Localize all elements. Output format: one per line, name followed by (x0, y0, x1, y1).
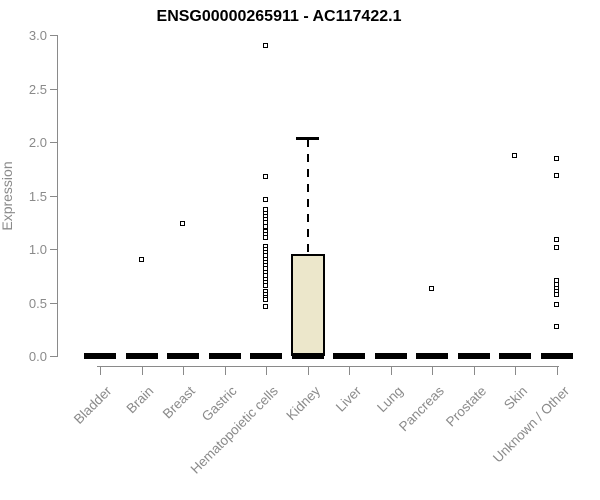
y-tick (50, 35, 57, 36)
median-liver (333, 353, 365, 359)
outlier-point (429, 286, 434, 291)
y-tick-label: 3.0 (28, 28, 47, 43)
outlier-point (263, 197, 268, 202)
outlier-point (263, 297, 268, 302)
x-tick-label-bladder: Bladder (71, 383, 115, 427)
outlier-point (554, 292, 559, 297)
x-tick (225, 367, 226, 375)
x-axis-line (97, 366, 559, 367)
x-tick (474, 367, 475, 375)
outlier-point (554, 302, 559, 307)
box-kidney (291, 254, 325, 356)
x-tick (183, 367, 184, 375)
median-skin (499, 353, 531, 359)
median-hematopoietic-cells (250, 353, 282, 359)
outlier-point (554, 324, 559, 329)
outlier-point (554, 173, 559, 178)
y-tick-label: 1.5 (28, 189, 47, 204)
x-tick (432, 367, 433, 375)
y-tick-label: 2.0 (28, 135, 47, 150)
median-breast (167, 353, 199, 359)
median-prostate (458, 353, 490, 359)
y-tick-label: 0.0 (28, 349, 47, 364)
x-tick-label-lung: Lung (374, 383, 406, 416)
y-tick (50, 303, 57, 304)
x-tick (557, 367, 558, 375)
x-tick-label-unknown-other: Unknown / Other (489, 383, 572, 466)
outlier-point (263, 304, 268, 309)
outlier-point (263, 174, 268, 179)
y-tick (50, 142, 57, 143)
outlier-point (554, 156, 559, 161)
chart-title: ENSG00000265911 - AC117422.1 (156, 8, 402, 25)
whisker-kidney (307, 139, 309, 255)
outlier-point (554, 245, 559, 250)
x-tick-label-kidney: Kidney (283, 383, 323, 424)
y-tick (50, 196, 57, 197)
y-tick (50, 249, 57, 250)
outlier-point (512, 153, 517, 158)
x-tick-label-liver: Liver (332, 383, 364, 415)
median-lung (375, 353, 407, 359)
median-bladder (84, 353, 116, 359)
y-tick (50, 356, 57, 357)
x-tick (515, 367, 516, 375)
outlier-point (180, 221, 185, 226)
median-kidney (292, 353, 324, 359)
outlier-point (263, 43, 268, 48)
whisker-cap-kidney (296, 137, 319, 140)
y-axis-line (57, 35, 58, 357)
median-unknown-other (541, 353, 573, 359)
median-gastric (209, 353, 241, 359)
x-tick (349, 367, 350, 375)
outlier-point (139, 257, 144, 262)
x-tick (100, 367, 101, 375)
y-tick-label: 1.0 (28, 242, 47, 257)
x-tick-label-brain: Brain (124, 383, 157, 417)
outlier-point (263, 283, 268, 288)
outlier-point (263, 235, 268, 240)
y-tick-label: 2.5 (28, 82, 47, 97)
x-tick-label-breast: Breast (159, 383, 198, 422)
x-tick (391, 367, 392, 375)
median-brain (126, 353, 158, 359)
x-tick (308, 367, 309, 375)
median-pancreas (416, 353, 448, 359)
outlier-point (263, 224, 268, 229)
x-tick-label-skin: Skin (500, 383, 530, 413)
x-tick (266, 367, 267, 375)
y-tick (50, 89, 57, 90)
y-tick-label: 0.5 (28, 296, 47, 311)
outlier-point (554, 237, 559, 242)
x-tick-label-prostate: Prostate (442, 383, 489, 430)
x-tick (142, 367, 143, 375)
